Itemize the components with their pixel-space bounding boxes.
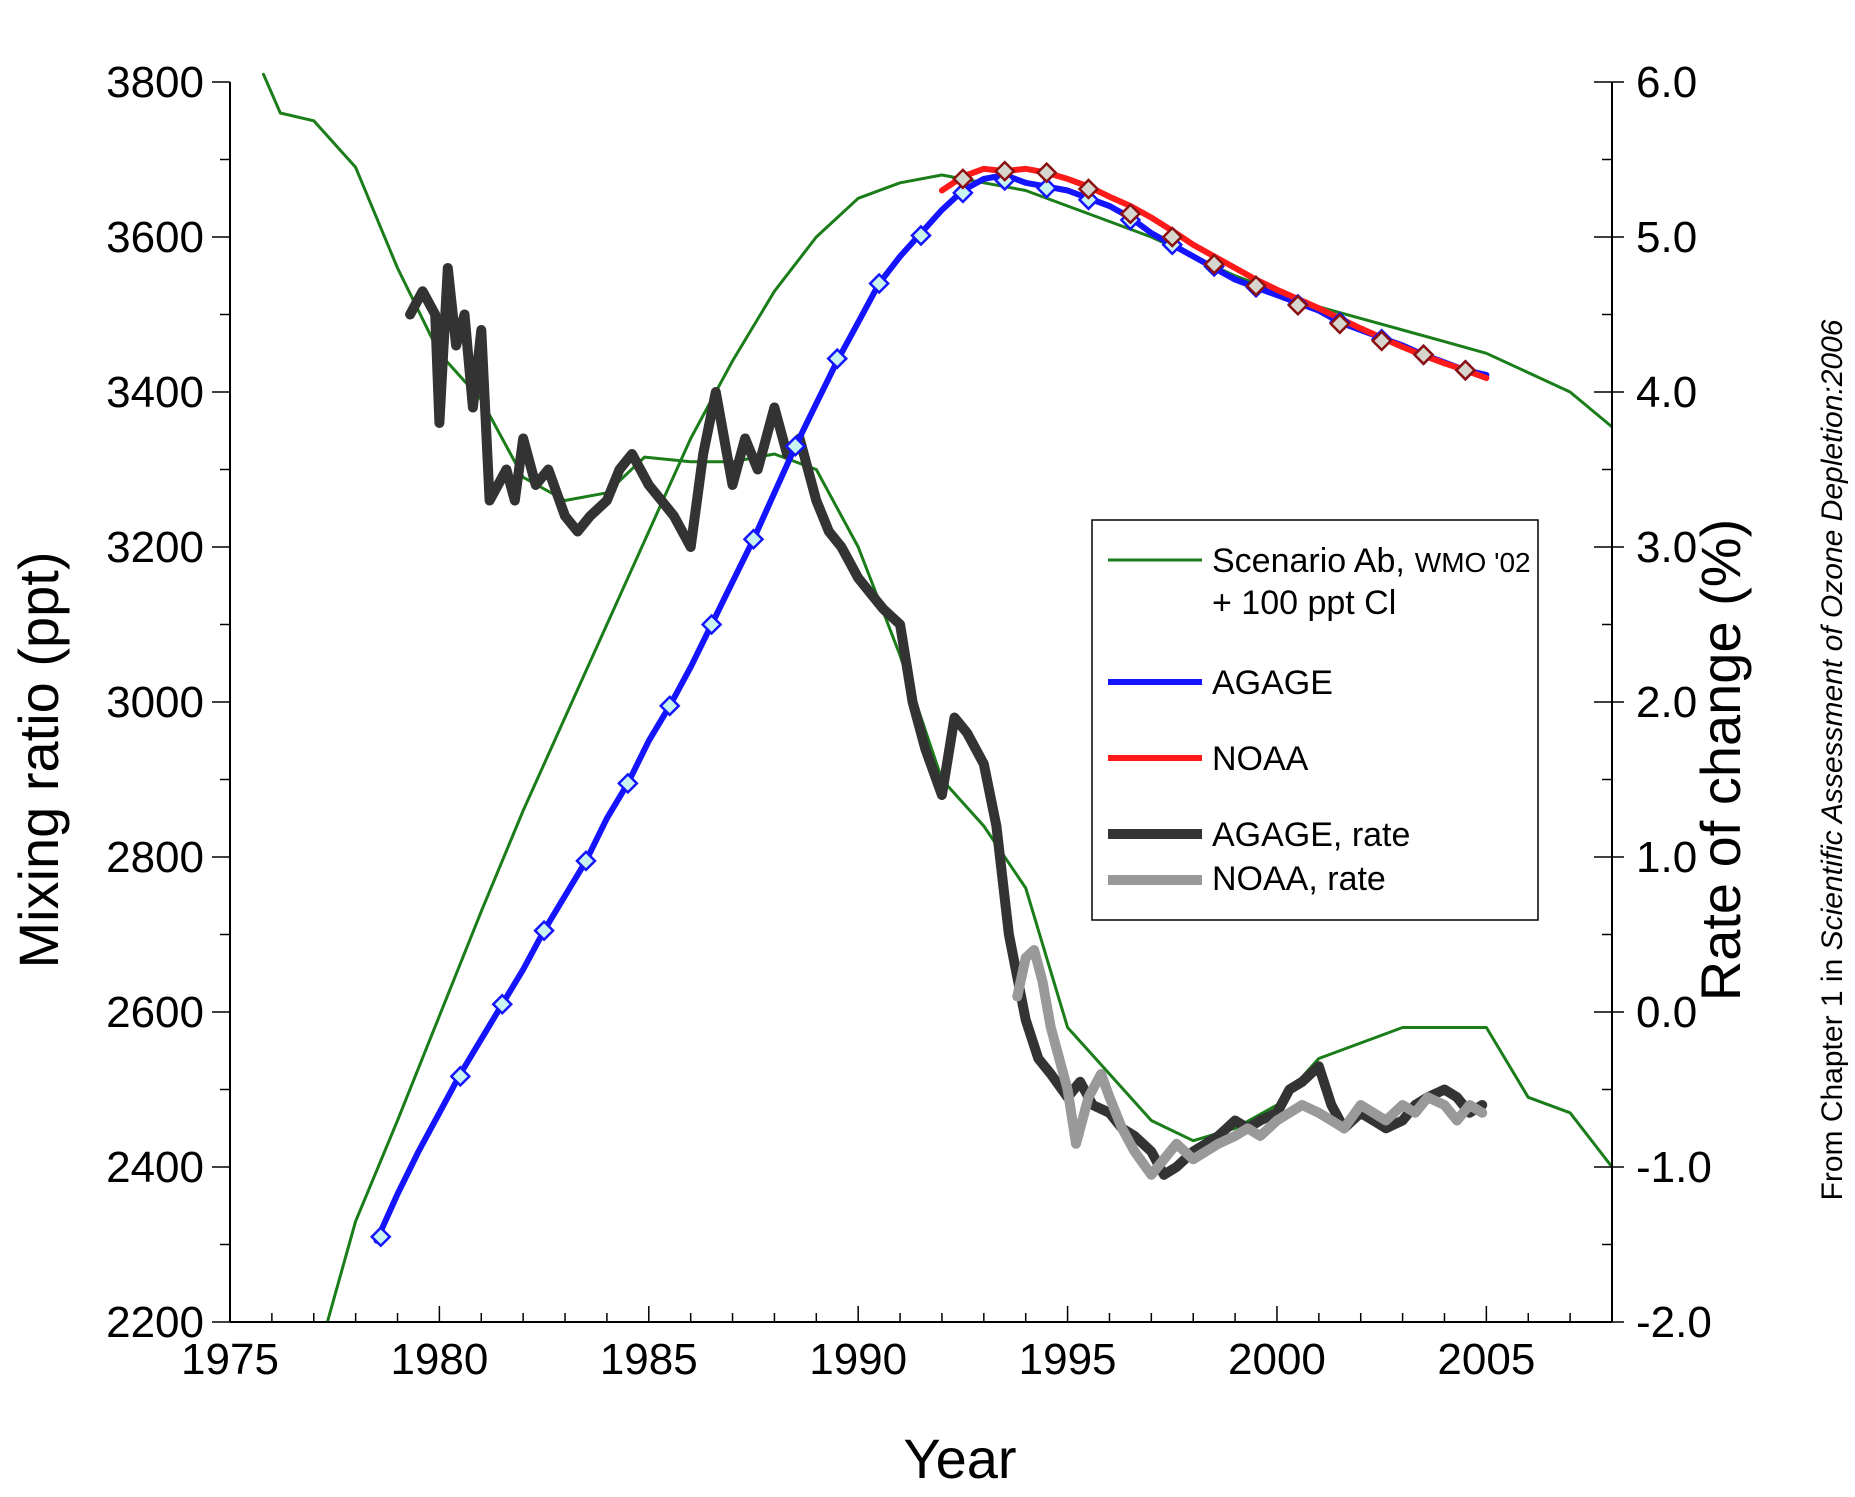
noaa-marker <box>1203 253 1225 275</box>
x-tick-label: 1980 <box>390 1335 488 1384</box>
y-tick-label: 2400 <box>106 1143 204 1192</box>
noaa-marker <box>1245 275 1267 297</box>
agage-marker <box>449 1065 472 1088</box>
x-tick-label: 1995 <box>1019 1335 1117 1384</box>
legend-label-agage-rate: AGAGE, rate <box>1212 816 1410 854</box>
y2-tick-label: 6.0 <box>1636 58 1697 107</box>
legend-label-noaa-rate: NOAA, rate <box>1212 860 1386 898</box>
legend-label-scenario-small: WMO '02 <box>1415 547 1531 578</box>
y-tick-label: 2800 <box>106 833 204 882</box>
noaa-marker <box>952 168 974 190</box>
source-credit: From Chapter 1 in Scientific Assessment … <box>1816 319 1849 1200</box>
agage-marker <box>491 993 513 1016</box>
legend-label-scenario-main: Scenario Ab, <box>1212 542 1405 580</box>
y-axis-title: Mixing ratio (ppt) <box>7 551 70 968</box>
y-tick-label: 3800 <box>106 58 204 107</box>
agage-marker <box>617 772 639 795</box>
y-tick-label: 2600 <box>106 988 204 1037</box>
noaa-marker <box>1454 359 1477 382</box>
y2-tick-label: -1.0 <box>1636 1143 1712 1192</box>
noaa-marker <box>1370 330 1393 352</box>
noaa-marker <box>993 160 1016 182</box>
x-tick-label: 1990 <box>809 1335 907 1384</box>
agage-marker <box>369 1225 392 1248</box>
legend-label-noaa: NOAA <box>1212 740 1309 778</box>
legend-label-agage: AGAGE <box>1212 664 1333 702</box>
agage-marker <box>952 182 974 204</box>
y2-axis-title: Rate of change (%) <box>1689 519 1752 1001</box>
series-line-agage-rate <box>405 263 1488 1180</box>
noaa-marker <box>1077 178 1100 200</box>
noaa-marker <box>1412 344 1435 366</box>
noaa-marker <box>1329 313 1351 335</box>
agage-marker <box>826 347 849 370</box>
x-axis-title: Year <box>903 1427 1016 1490</box>
agage-marker <box>700 613 723 636</box>
legend-label-scenario-line2: + 100 ppt Cl <box>1212 584 1396 622</box>
y2-tick-label: 1.0 <box>1636 833 1697 882</box>
agage-marker <box>910 224 932 247</box>
y-tick-label: 3000 <box>106 678 204 727</box>
y-tick-label: 3600 <box>106 213 204 262</box>
y2-tick-label: -2.0 <box>1636 1298 1712 1347</box>
legend-box <box>1091 519 1539 921</box>
y2-tick-label: 5.0 <box>1636 213 1697 262</box>
x-tick-label: 1985 <box>600 1335 698 1384</box>
y-tick-label: 3200 <box>106 523 204 572</box>
y-tick-label: 2200 <box>106 1298 204 1347</box>
y2-tick-label: 4.0 <box>1636 368 1697 417</box>
y-tick-label: 3400 <box>106 368 204 417</box>
y2-tick-label: 3.0 <box>1636 523 1697 572</box>
agage-marker <box>784 435 807 458</box>
legend: Scenario Ab, WMO '02 + 100 ppt Cl AGAGE N… <box>1091 519 1539 921</box>
source-credit-title: Scientific Assessment of Ozone Depletion… <box>1816 319 1849 950</box>
x-tick-label: 2000 <box>1228 1335 1326 1384</box>
agage-marker <box>575 850 597 872</box>
noaa-marker <box>1119 202 1142 225</box>
agage-marker <box>868 272 890 295</box>
series-line-noaa-rate <box>1012 945 1488 1180</box>
agage-marker <box>1077 189 1100 211</box>
legend-label-scenario: Scenario Ab, WMO '02 <box>1212 542 1531 580</box>
x-tick-label: 1975 <box>181 1335 279 1384</box>
noaa-marker <box>1161 226 1184 248</box>
agage-marker <box>742 528 765 551</box>
x-tick-label: 2005 <box>1437 1335 1535 1384</box>
noaa-marker <box>1035 161 1058 184</box>
axis-layer: 1975 1980 1985 1990 1995 2000 2005 2200 2400 2600… <box>106 58 1712 1384</box>
noaa-marker <box>1287 294 1309 316</box>
agage-marker <box>533 919 555 942</box>
source-credit-prefix: From Chapter 1 in <box>1816 950 1849 1200</box>
y2-tick-label: 0.0 <box>1636 988 1697 1037</box>
agage-marker <box>658 695 681 717</box>
marker-layer <box>369 160 1477 1248</box>
y2-tick-label: 2.0 <box>1636 678 1697 727</box>
agage-marker <box>1035 177 1058 199</box>
